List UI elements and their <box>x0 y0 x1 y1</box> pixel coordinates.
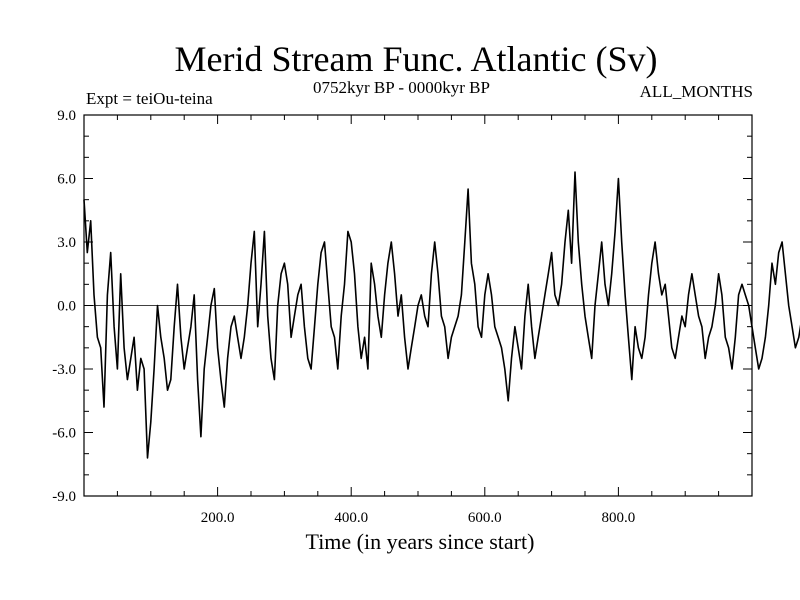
y-tick-label: -9.0 <box>52 489 76 505</box>
x-tick-label: 800.0 <box>602 510 636 526</box>
period-label: 0752kyr BP - 0000kyr BP <box>313 78 490 97</box>
y-tick-label: 6.0 <box>57 172 76 188</box>
x-axis-label: Time (in years since start) <box>305 529 535 554</box>
x-tick-label: 200.0 <box>201 510 235 526</box>
months-label: ALL_MONTHS <box>639 82 753 101</box>
y-tick-label: 0.0 <box>57 299 76 315</box>
y-tick-label: 3.0 <box>57 235 76 251</box>
y-tick-label: 9.0 <box>57 108 76 124</box>
series-line <box>83 171 800 459</box>
y-tick-label: -3.0 <box>52 362 76 378</box>
experiment-label: Expt = teiOu-teina <box>86 89 213 108</box>
chart-title: Merid Stream Func. Atlantic (Sv) <box>174 39 658 79</box>
x-tick-label: 400.0 <box>334 510 368 526</box>
x-tick-label: 600.0 <box>468 510 502 526</box>
y-tick-label: -6.0 <box>52 426 76 442</box>
